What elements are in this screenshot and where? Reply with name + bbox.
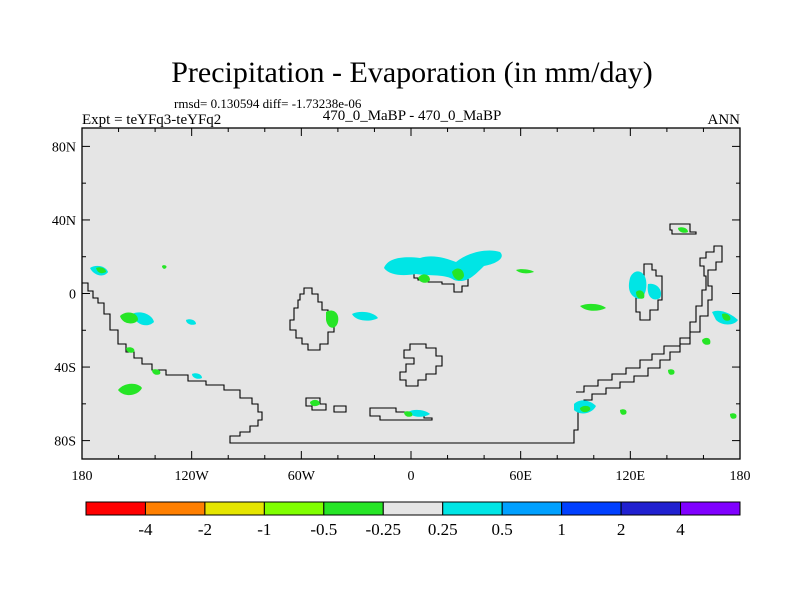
- patch-green-small-1: [516, 269, 534, 274]
- patch-green-siberia-2: [418, 274, 430, 283]
- colorbar-label: 1: [557, 520, 566, 539]
- colorbar-box: [680, 501, 741, 516]
- coastline-small-block-c: [369, 407, 433, 421]
- x-tick-60e: 60E: [509, 469, 532, 484]
- patch-cyan-north-pacific: [384, 250, 502, 282]
- patch-green-tasman: [580, 405, 591, 413]
- patch-cyan-mid: [352, 311, 378, 321]
- patch-green-small-6: [730, 413, 737, 419]
- x-tick-180e: 180: [730, 469, 751, 484]
- colorbar-box: [382, 501, 444, 516]
- patch-green-small-8: [620, 409, 627, 415]
- patch-green-small-5: [162, 265, 167, 269]
- patch-cyan-small-1: [186, 319, 196, 325]
- colorbar-label: -1: [257, 520, 271, 539]
- patch-green-small-block: [310, 399, 320, 407]
- x-tick-120e: 120E: [616, 469, 646, 484]
- patch-green-small-2: [702, 337, 711, 345]
- coastline-laurentia: [289, 287, 335, 351]
- x-tick-labels: 180 120W 60W 0 60E 120E 180: [72, 469, 751, 484]
- y-tick-80n: 80N: [52, 140, 76, 155]
- y-tick-80s: 80S: [54, 435, 76, 450]
- patch-green-small-block-c: [404, 411, 413, 417]
- colorbar-label: 2: [617, 520, 626, 539]
- expt-label: Expt = teYFq3-teYFq2: [82, 112, 221, 128]
- stats-label: rmsd= 0.130594 diff= -1.73238e-06: [174, 96, 362, 111]
- colorbar-label: -0.5: [310, 520, 337, 539]
- patch-green-left-2: [118, 383, 142, 396]
- patch-cyan-small-2: [192, 373, 202, 379]
- colorbar-box: [323, 501, 384, 516]
- colorbar-label: -4: [138, 520, 153, 539]
- patch-green-laurentia: [326, 310, 339, 328]
- patch-green-left-3: [96, 267, 106, 274]
- x-tick-180w: 180: [72, 469, 93, 484]
- map-background: [82, 128, 740, 459]
- patch-cyan-small-3: [408, 409, 430, 417]
- patch-green-small-4: [152, 369, 161, 375]
- tick-marks: [81, 128, 741, 459]
- colorbar-labels: -4 -2 -1 -0.5 -0.25 0.25 0.5 1 2 4: [138, 520, 685, 539]
- coastline-baltica: [399, 343, 443, 387]
- coastline-small-block-a: [305, 397, 327, 411]
- coastline-north-island: [669, 223, 697, 235]
- patch-green-east-1: [636, 290, 645, 299]
- patch-cyan-east-2: [647, 283, 662, 300]
- map-panel: [81, 127, 741, 460]
- colorbar-box: [442, 501, 503, 516]
- colorbar-label: 4: [676, 520, 685, 539]
- patch-cyan-left-2: [132, 312, 154, 326]
- coastline-small-block-b: [333, 405, 347, 413]
- colorbar-box: [85, 501, 146, 516]
- patch-green-east-ocean: [580, 303, 606, 311]
- colorbar-box: [561, 501, 622, 516]
- colorbar-box: [144, 501, 206, 516]
- patch-green-small-7: [668, 369, 675, 375]
- colorbar-box: [263, 501, 325, 516]
- colorbar-box: [501, 501, 563, 516]
- case-label: 470_0_MaBP - 470_0_MaBP: [323, 108, 502, 124]
- coastlines: [82, 223, 723, 444]
- colorbar-label: -0.25: [366, 520, 401, 539]
- coastline-gondwana: [82, 245, 723, 444]
- x-tick-60w: 60W: [288, 469, 316, 484]
- difference-patches: [90, 227, 738, 419]
- patch-green-north-island: [678, 227, 688, 233]
- chart-title: Precipitation - Evaporation (in mm/day): [171, 56, 653, 89]
- colorbar-label: 0.5: [492, 520, 513, 539]
- patch-green-small-3: [126, 347, 135, 353]
- x-tick-0: 0: [408, 469, 415, 484]
- y-tick-40s: 40S: [54, 361, 76, 376]
- season-label: ANN: [708, 112, 741, 128]
- colorbar: [85, 501, 741, 516]
- y-tick-labels: 80N 40N 0 40S 80S: [52, 140, 76, 449]
- patch-green-right-edge: [722, 313, 731, 321]
- patch-green-left-1: [120, 312, 138, 324]
- colorbar-label: 0.25: [428, 520, 458, 539]
- y-tick-0: 0: [69, 288, 76, 303]
- patch-green-siberia: [452, 268, 464, 281]
- x-tick-120w: 120W: [175, 469, 210, 484]
- colorbar-box: [620, 501, 682, 516]
- y-tick-40n: 40N: [52, 214, 76, 229]
- colorbar-label: -2: [198, 520, 212, 539]
- colorbar-box: [204, 501, 265, 516]
